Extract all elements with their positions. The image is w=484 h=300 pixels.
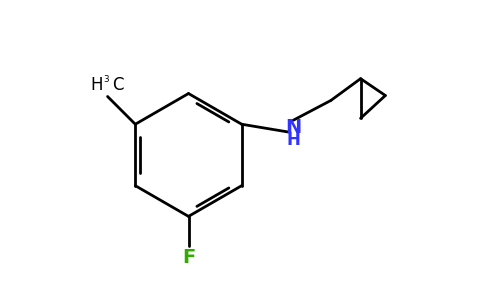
Text: F: F [182, 248, 195, 268]
Text: H: H [286, 131, 300, 149]
Text: N: N [285, 118, 302, 137]
Text: H: H [90, 76, 103, 94]
Text: $_3$: $_3$ [103, 72, 109, 85]
Text: C: C [112, 76, 124, 94]
